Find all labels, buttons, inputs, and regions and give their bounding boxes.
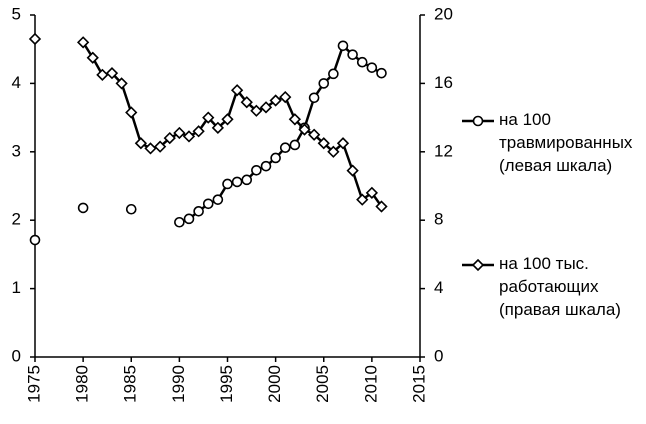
legend-label-line: на 100 тыс. xyxy=(499,254,589,273)
data-point xyxy=(298,123,311,136)
data-point xyxy=(29,234,41,246)
y2-tick-label: 8 xyxy=(434,210,443,229)
data-point xyxy=(86,51,99,64)
data-point xyxy=(328,68,339,80)
data-point xyxy=(270,152,281,164)
data-point xyxy=(230,84,244,97)
data-point xyxy=(125,203,137,215)
data-point xyxy=(174,216,185,228)
data-point xyxy=(288,113,302,126)
data-point xyxy=(356,193,369,206)
data-point xyxy=(307,128,321,141)
data-point xyxy=(260,160,272,172)
data-point xyxy=(250,104,263,117)
data-point xyxy=(193,206,204,217)
y-tick-label: 2 xyxy=(12,210,21,229)
x-tick-label: 2005 xyxy=(313,365,332,403)
y2-tick-label: 12 xyxy=(434,141,453,160)
y-tick-label: 5 xyxy=(12,4,21,23)
data-point xyxy=(173,126,186,140)
data-point xyxy=(337,40,349,52)
data-point xyxy=(336,137,350,150)
data-point xyxy=(76,36,90,49)
y-tick-label: 4 xyxy=(12,73,21,92)
data-point xyxy=(183,213,195,225)
y2-tick-label: 4 xyxy=(434,278,443,297)
data-point xyxy=(346,164,359,177)
x-tick-label: 1990 xyxy=(169,365,188,403)
data-point xyxy=(28,32,42,46)
legend-label: на 100 тыс. работающих (правая шкала) xyxy=(499,254,621,319)
data-point xyxy=(115,77,128,90)
data-point xyxy=(105,67,119,80)
data-point xyxy=(259,101,273,114)
data-point xyxy=(163,131,176,145)
data-point xyxy=(77,202,89,214)
y2-tick-label: 16 xyxy=(434,73,453,92)
legend-label-line: (левая шкала) xyxy=(499,156,612,175)
data-point xyxy=(153,140,167,153)
legend-label-line: работающих xyxy=(499,277,599,296)
data-point xyxy=(241,174,253,186)
data-point xyxy=(144,142,157,155)
legend-label-line: (правая шкала) xyxy=(499,300,621,319)
y-tick-label: 1 xyxy=(12,278,21,297)
y-tick-label: 3 xyxy=(12,141,21,160)
y-tick-label: 0 xyxy=(12,346,21,365)
data-point xyxy=(318,78,330,89)
x-tick-label: 2015 xyxy=(409,365,428,403)
data-point xyxy=(221,113,234,126)
data-point xyxy=(202,111,215,124)
data-point xyxy=(327,145,340,158)
x-tick-label: 2010 xyxy=(361,365,380,403)
x-tick-label: 2000 xyxy=(265,365,284,403)
data-point xyxy=(125,106,138,119)
legend-label-line: травмированных xyxy=(499,133,633,152)
data-point xyxy=(202,198,214,210)
data-point xyxy=(279,90,292,104)
data-point xyxy=(279,142,291,153)
series-line xyxy=(178,43,383,224)
data-point xyxy=(356,56,368,68)
data-point xyxy=(231,176,243,188)
data-point xyxy=(251,164,262,176)
data-point xyxy=(366,62,378,73)
data-point xyxy=(269,94,282,107)
legend-marker xyxy=(471,258,485,272)
data-point xyxy=(192,125,205,138)
data-point xyxy=(211,121,225,134)
data-point xyxy=(240,96,253,109)
data-point xyxy=(375,200,388,213)
y2-tick-label: 0 xyxy=(434,346,443,365)
data-point xyxy=(308,92,320,104)
data-point xyxy=(317,137,330,150)
legend-marker xyxy=(472,115,484,127)
data-point xyxy=(289,139,301,151)
data-point xyxy=(376,67,387,79)
data-point xyxy=(347,49,358,60)
y2-tick-label: 20 xyxy=(434,4,453,23)
x-tick-label: 1980 xyxy=(73,365,92,403)
x-tick-label: 1995 xyxy=(217,365,236,403)
x-tick-label: 1985 xyxy=(121,365,140,403)
data-point xyxy=(182,130,196,143)
data-point xyxy=(212,194,224,205)
legend-label: на 100 травмированных (левая шкала) xyxy=(499,110,633,175)
data-point xyxy=(96,68,109,81)
legend-label-line: на 100 xyxy=(499,110,551,129)
x-tick-label: 1975 xyxy=(24,365,43,403)
data-point xyxy=(222,178,233,190)
data-point xyxy=(365,186,379,199)
data-point xyxy=(134,137,148,150)
